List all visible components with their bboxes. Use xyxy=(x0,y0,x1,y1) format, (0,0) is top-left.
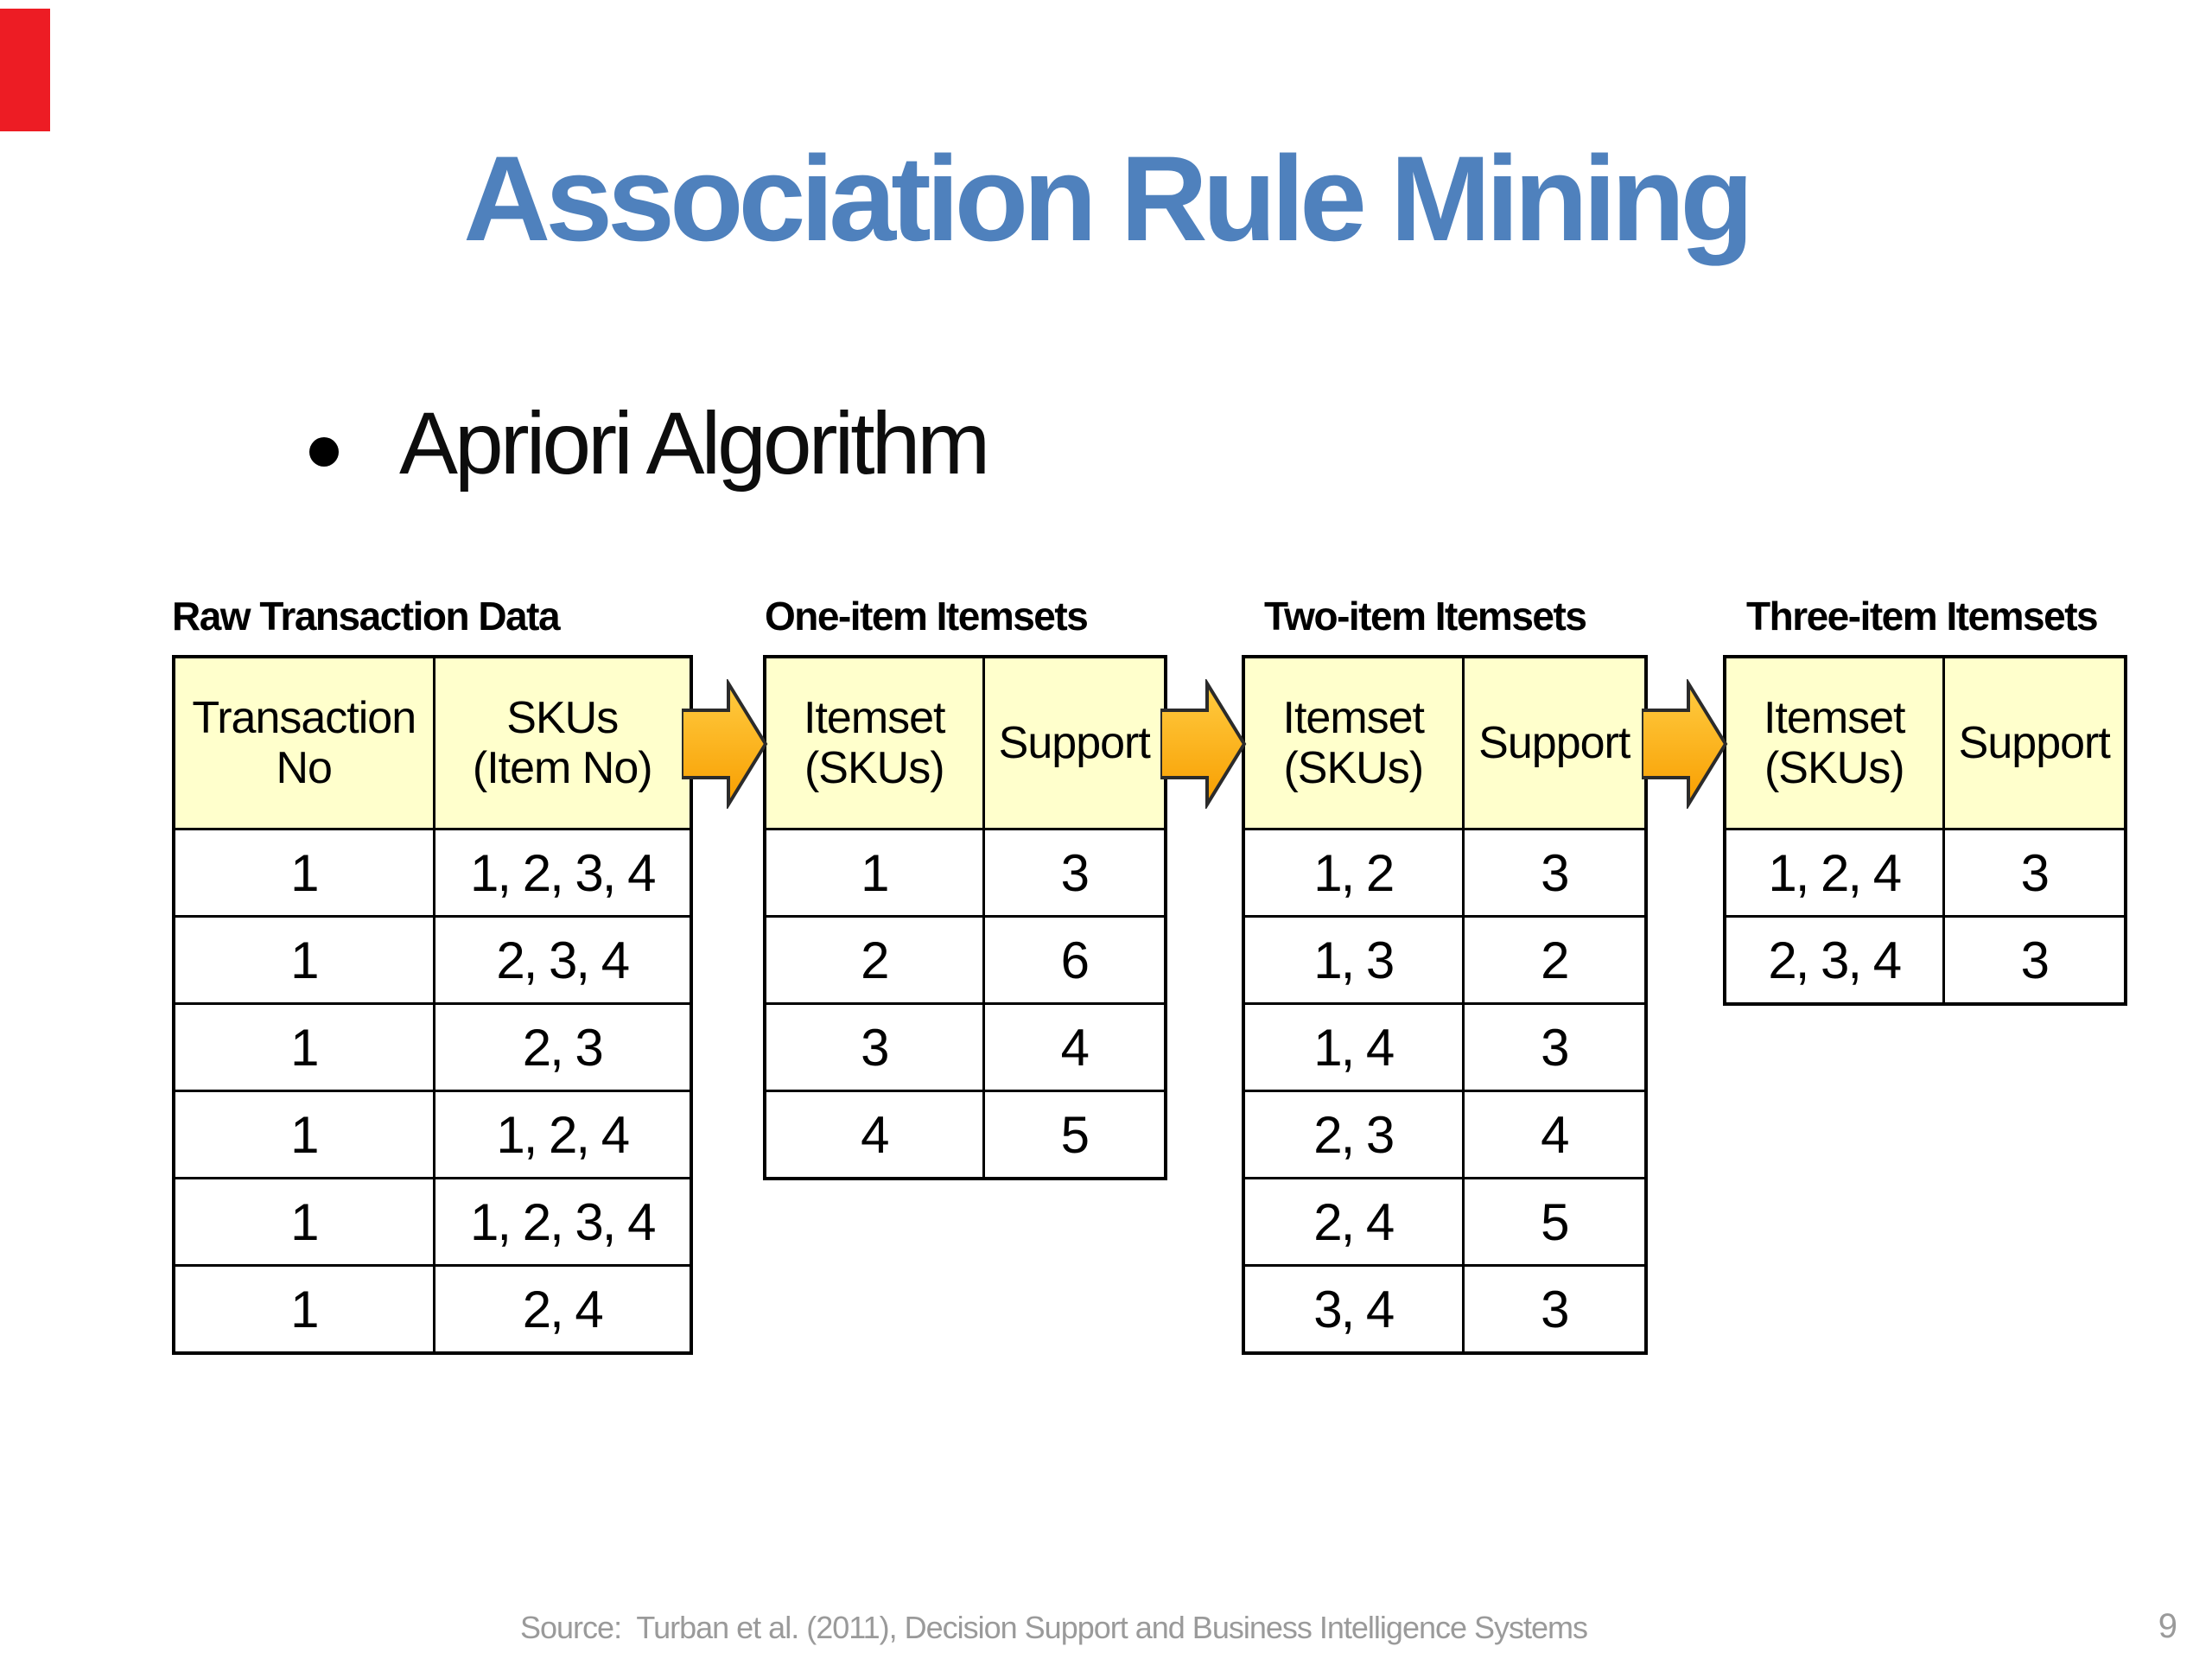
column-header: Transaction No xyxy=(172,655,435,830)
column-header: Itemset (SKUs) xyxy=(1723,655,1945,830)
cell: 2 xyxy=(763,915,985,1005)
table-row: 1 1, 2, 3, 4 xyxy=(172,828,693,918)
column-header: Itemset (SKUs) xyxy=(763,655,985,830)
cell: 6 xyxy=(982,915,1167,1005)
cell: 2, 4 xyxy=(1242,1177,1465,1267)
bullet-text: Apriori Algorithm xyxy=(399,394,990,493)
cell: 3 xyxy=(1461,1002,1648,1092)
caption-two-item-itemsets: Two-item Itemsets xyxy=(1264,594,1587,639)
caption-three-item-itemsets: Three-item Itemsets xyxy=(1746,594,2099,639)
table-header-row: Itemset (SKUs) Support xyxy=(1723,655,2127,830)
table-row: 1 2, 3, 4 xyxy=(172,915,693,1005)
cell: 1 xyxy=(763,828,985,918)
cell: 2, 4 xyxy=(432,1264,693,1355)
cell: 1, 2, 4 xyxy=(432,1090,693,1179)
cell: 5 xyxy=(1461,1177,1648,1267)
source-citation: Source: Turban et al. (2011), Decision S… xyxy=(520,1610,1588,1645)
cell: 3 xyxy=(1461,828,1648,918)
table-row: 1 2, 3 xyxy=(172,1002,693,1092)
caption-one-item-itemsets: One-item Itemsets xyxy=(765,594,1089,639)
cell: 4 xyxy=(763,1090,985,1180)
cell: 5 xyxy=(982,1090,1167,1180)
raw-transaction-data-table: Transaction No SKUs (Item No) 1 1, 2, 3, … xyxy=(172,655,693,1355)
table-header-row: Itemset (SKUs) Support xyxy=(763,655,1167,830)
flow-arrow-icon xyxy=(1160,679,1247,809)
bullet-marker-icon xyxy=(309,437,339,467)
cell: 4 xyxy=(1461,1090,1648,1179)
cell: 1 xyxy=(172,1264,435,1355)
cell: 1, 3 xyxy=(1242,915,1465,1005)
cell: 1 xyxy=(172,828,435,918)
cell: 3 xyxy=(1942,915,2127,1006)
cell: 3 xyxy=(982,828,1167,918)
cell: 2 xyxy=(1461,915,1648,1005)
table-header-row: Transaction No SKUs (Item No) xyxy=(172,655,693,830)
cell: 1, 2 xyxy=(1242,828,1465,918)
cell: 2, 3 xyxy=(432,1002,693,1092)
cell: 4 xyxy=(982,1002,1167,1092)
table-row: 1 1, 2, 4 xyxy=(172,1090,693,1179)
table-row: 1 1, 2, 3, 4 xyxy=(172,1177,693,1267)
column-header: Support xyxy=(982,655,1167,830)
column-header: SKUs (Item No) xyxy=(432,655,693,830)
cell: 1, 2, 3, 4 xyxy=(432,828,693,918)
flow-arrow-icon xyxy=(1642,679,1728,809)
cell: 1 xyxy=(172,1177,435,1267)
column-header: Itemset (SKUs) xyxy=(1242,655,1465,830)
cell: 1 xyxy=(172,1002,435,1092)
column-header: Support xyxy=(1942,655,2127,830)
red-accent-bar xyxy=(0,9,50,131)
table-header-row: Itemset (SKUs) Support xyxy=(1242,655,1648,830)
cell: 2, 3, 4 xyxy=(1723,915,1945,1006)
cell: 1, 4 xyxy=(1242,1002,1465,1092)
cell: 1 xyxy=(172,915,435,1005)
cell: 2, 3 xyxy=(1242,1090,1465,1179)
page-number: 9 xyxy=(2158,1607,2177,1645)
cell: 3 xyxy=(1461,1264,1648,1355)
cell: 3 xyxy=(763,1002,985,1092)
cell: 1 xyxy=(172,1090,435,1179)
cell: 3 xyxy=(1942,828,2127,918)
column-header: Support xyxy=(1461,655,1648,830)
table-row: 1 2, 4 xyxy=(172,1264,693,1355)
cell: 1, 2, 4 xyxy=(1723,828,1945,918)
flow-arrow-icon xyxy=(682,679,768,809)
cell: 2, 3, 4 xyxy=(432,915,693,1005)
slide-title: Association Rule Mining xyxy=(463,130,1754,266)
caption-raw-transaction-data: Raw Transaction Data xyxy=(172,594,561,639)
cell: 3, 4 xyxy=(1242,1264,1465,1355)
cell: 1, 2, 3, 4 xyxy=(432,1177,693,1267)
